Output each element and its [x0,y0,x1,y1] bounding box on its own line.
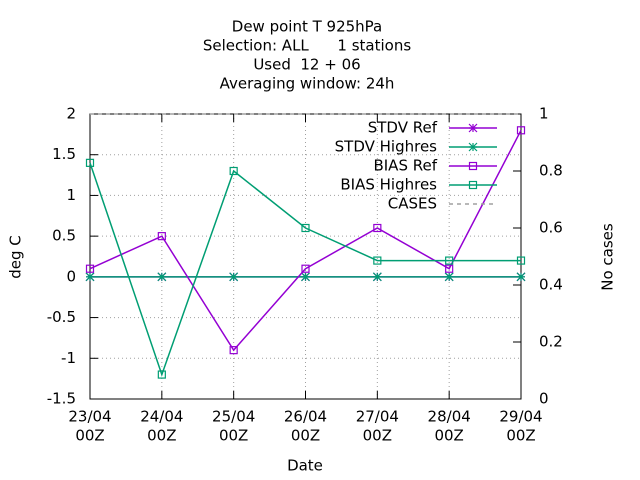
marker [373,256,382,265]
y2-tick-label: 1 [539,105,549,123]
legend-label: BIAS Highres [340,176,437,194]
y2-tick-label: 0.4 [539,276,563,294]
y2-tick-label: 0.2 [539,333,563,351]
y2-tick-label: 0.8 [539,162,563,180]
x-tick-label: 29/04 [499,408,542,426]
marker [157,232,166,241]
x-tick-label: 00Z [363,427,392,445]
legend-label: BIAS Ref [373,157,437,175]
legend-label: CASES [388,195,437,213]
x-tick-label: 23/04 [68,408,111,426]
y-tick-label: 1.5 [52,145,76,163]
x-tick-label: 24/04 [140,408,183,426]
x-tick-label: 27/04 [356,408,399,426]
marker [157,370,166,379]
marker [516,272,526,282]
y-tick-label: -1.5 [47,390,76,408]
legend-label: STDV Ref [368,119,438,137]
marker [445,264,454,273]
y2-tick-label: 0.6 [539,219,563,237]
y-tick-label: -0.5 [47,308,76,326]
x-tick-label: 00Z [147,427,176,445]
marker [301,272,310,282]
y-tick-label: 0 [66,267,76,285]
chart-title: Dew point T 925hPa [232,18,382,36]
marker [468,161,478,171]
chart-title: Selection: ALL 1 stations [203,37,411,55]
marker [301,264,310,273]
marker [85,272,95,282]
y-tick-label: -1 [61,349,76,367]
x-tick-label: 00Z [219,427,248,445]
marker [229,272,239,282]
x-tick-label: 26/04 [284,408,327,426]
chart-title: Used 12 + 06 [253,56,360,74]
marker [372,272,382,282]
series-line [89,162,521,377]
marker [468,180,478,190]
y2-tick-label: 0 [539,390,549,408]
marker [85,264,95,273]
marker [157,272,167,282]
marker [444,272,454,282]
marker [301,223,310,233]
x-tick-label: 00Z [75,427,104,445]
marker [373,223,382,233]
x-tick-label: 00Z [506,427,535,445]
x-tick-label: 25/04 [212,408,255,426]
legend-label: STDV Highres [335,138,438,156]
y-axis-label: deg C [7,235,25,279]
x-tick-label: 00Z [291,427,320,445]
x-axis-label: Date [287,457,323,475]
x-tick-label: 00Z [434,427,463,445]
plot-frame [89,113,522,400]
y-tick-label: 2 [66,105,76,123]
chart-title: Averaging window: 24h [220,75,395,93]
marker [229,346,238,355]
marker [468,123,478,133]
y-tick-label: 0.5 [52,227,76,245]
marker [229,166,238,176]
marker [516,256,526,265]
marker [468,142,478,152]
y-tick-label: 1 [66,186,76,204]
y2-axis-label: No cases [599,223,617,291]
x-tick-label: 28/04 [428,408,471,426]
marker [85,158,95,167]
marker [516,126,526,135]
series-line [89,129,522,352]
marker [445,256,454,265]
